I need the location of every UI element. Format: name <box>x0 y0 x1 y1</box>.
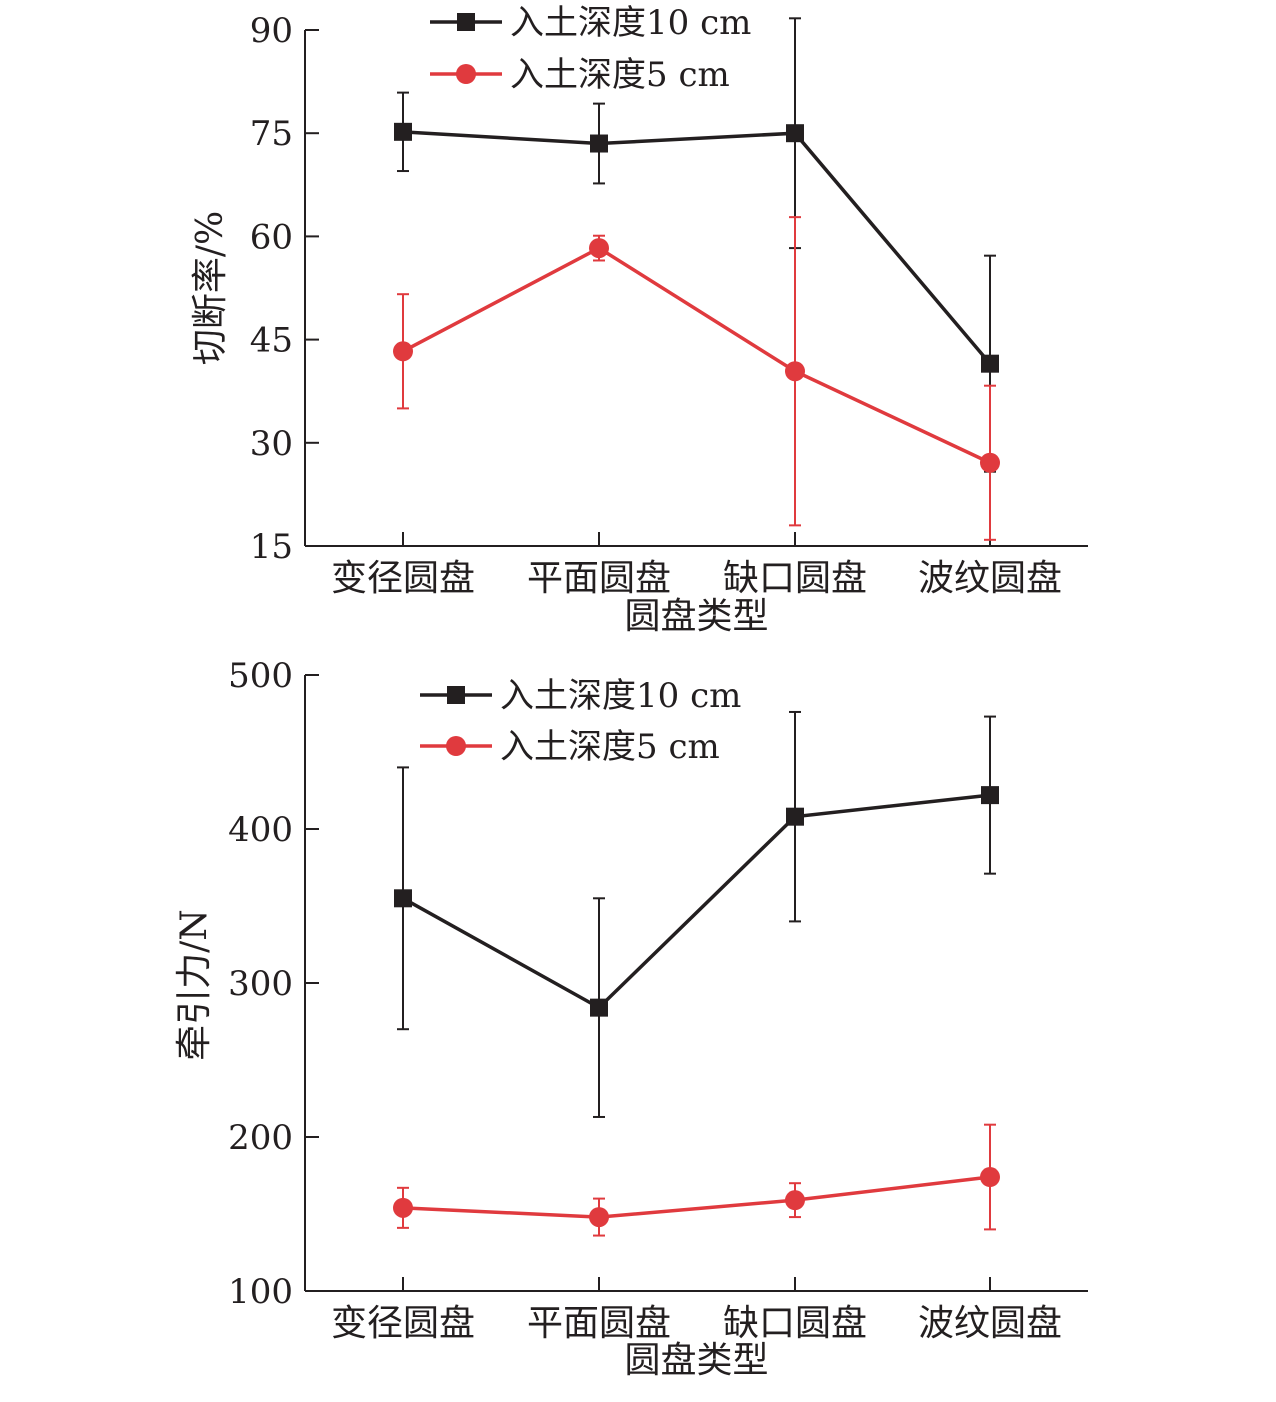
data-point <box>589 238 609 259</box>
x-tick-label: 波纹圆盘 <box>918 558 1062 599</box>
y-tick-label: 90 <box>250 11 293 51</box>
series-line <box>402 246 991 465</box>
x-tick-label: 缺口圆盘 <box>723 558 867 599</box>
y-tick-label: 300 <box>228 964 293 1004</box>
x-tick-label: 变径圆盘 <box>331 558 475 599</box>
data-point <box>981 786 999 805</box>
series-line <box>402 793 991 1010</box>
legend-label: 入土深度10 cm <box>510 3 751 43</box>
data-point <box>786 807 804 826</box>
y-tick-label: 200 <box>228 1118 293 1158</box>
series-depth-5cm <box>393 1123 1000 1237</box>
data-point <box>589 1207 609 1228</box>
data-point <box>785 361 805 382</box>
y-tick-label: 60 <box>250 217 293 257</box>
series-line <box>402 130 992 365</box>
x-axis-title: 圆盘类型 <box>624 1340 768 1381</box>
data-point <box>394 889 412 908</box>
data-point <box>394 122 412 141</box>
legend-marker <box>446 736 466 756</box>
y-tick-label: 75 <box>250 114 293 154</box>
y-tick-label: 30 <box>250 424 293 464</box>
legend-marker <box>447 686 465 704</box>
series-line <box>402 1175 991 1219</box>
y-tick-label: 15 <box>250 527 293 567</box>
y-axis-title: 切断率/% <box>190 211 231 365</box>
data-point <box>980 452 1000 473</box>
legend-item: 入土深度10 cm <box>430 3 751 43</box>
x-tick-label: 平面圆盘 <box>527 1303 671 1344</box>
legend-label: 入土深度5 cm <box>500 727 720 767</box>
legend-item: 入土深度5 cm <box>420 727 720 767</box>
legend-marker <box>456 64 476 84</box>
data-point <box>590 998 608 1017</box>
data-point <box>393 341 413 362</box>
x-tick-label: 波纹圆盘 <box>918 1303 1062 1344</box>
legend-label: 入土深度5 cm <box>510 55 730 95</box>
legend-label: 入土深度10 cm <box>500 676 741 716</box>
x-tick-label: 平面圆盘 <box>527 558 671 599</box>
series-depth-5cm <box>393 216 1000 541</box>
x-tick-label: 变径圆盘 <box>331 1303 475 1344</box>
legend-item: 入土深度10 cm <box>420 676 741 716</box>
y-tick-label: 400 <box>228 810 293 850</box>
legend-marker <box>457 13 475 31</box>
y-tick-label: 500 <box>228 656 293 696</box>
y-tick-label: 45 <box>250 321 293 361</box>
data-point <box>981 354 999 373</box>
y-tick-label: 100 <box>228 1272 293 1312</box>
legend-item: 入土深度5 cm <box>430 55 730 95</box>
data-point <box>590 134 608 153</box>
x-tick-label: 缺口圆盘 <box>723 1303 867 1344</box>
data-point <box>393 1197 413 1218</box>
x-axis-title: 圆盘类型 <box>624 596 768 637</box>
series-depth-10cm <box>394 710 999 1118</box>
data-point <box>786 124 804 143</box>
data-point <box>785 1190 805 1211</box>
data-point <box>980 1167 1000 1188</box>
y-axis-title: 牵引力/N <box>174 909 215 1061</box>
